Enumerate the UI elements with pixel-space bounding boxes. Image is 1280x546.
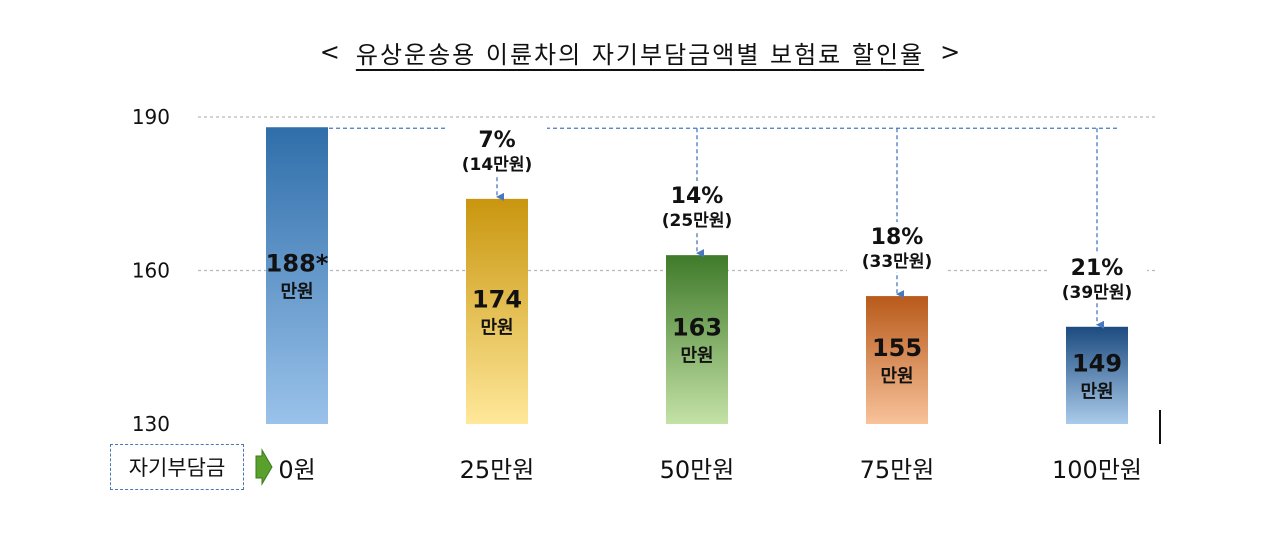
bar-value-label: 163 bbox=[672, 314, 722, 342]
bar-unit-label: 만원 bbox=[1080, 381, 1113, 402]
discount-percent-label: 18% bbox=[871, 225, 924, 250]
discount-label-bg bbox=[447, 124, 547, 175]
x-tick-label: 25만원 bbox=[460, 456, 535, 484]
bar-value-label: 149 bbox=[1072, 349, 1122, 377]
bar-unit-label: 만원 bbox=[880, 366, 913, 387]
bar bbox=[1066, 326, 1128, 424]
y-tick-label: 190 bbox=[132, 105, 170, 129]
x-tick-label: 100만원 bbox=[1052, 456, 1142, 484]
discount-percent-label: 7% bbox=[478, 128, 515, 153]
bar bbox=[466, 198, 528, 424]
discount-amount-label: (14만원) bbox=[462, 155, 532, 175]
title-left-bracket: < bbox=[319, 38, 340, 66]
x-tick-label: 0원 bbox=[278, 456, 315, 484]
bar-unit-label: 만원 bbox=[280, 282, 313, 303]
bar-unit-label: 만원 bbox=[480, 317, 513, 338]
discount-percent-label: 21% bbox=[1071, 256, 1124, 281]
bar-value-label: 155 bbox=[872, 334, 922, 362]
discount-percent-label: 14% bbox=[671, 184, 724, 209]
bar-value-label: 188* bbox=[266, 250, 329, 278]
chart-title: < 유상운송용 이륜차의 자기부담금액별 보험료 할인율 > bbox=[0, 30, 1280, 74]
discount-amount-label: (25만원) bbox=[662, 211, 732, 231]
pointer-arrow-icon bbox=[255, 448, 273, 486]
bar-unit-label: 만원 bbox=[680, 346, 713, 367]
bar bbox=[266, 127, 328, 424]
bar bbox=[666, 255, 728, 424]
discount-label-bg bbox=[647, 181, 747, 232]
title-text: 유상운송용 이륜차의 자기부담금액별 보험료 할인율 bbox=[355, 40, 925, 69]
bar-value-label: 174 bbox=[472, 285, 522, 313]
discount-amount-label: (33만원) bbox=[862, 252, 932, 272]
title-right-bracket: > bbox=[940, 38, 961, 66]
discount-label-bg bbox=[1047, 252, 1147, 303]
discount-amount-label: (39만원) bbox=[1062, 283, 1132, 303]
x-tick-label: 75만원 bbox=[860, 456, 935, 484]
category-axis-label: 자기부담금 bbox=[110, 444, 244, 490]
x-tick-label: 50만원 bbox=[660, 456, 735, 484]
y-tick-label: 160 bbox=[132, 259, 170, 283]
discount-label-bg bbox=[847, 222, 947, 273]
bar bbox=[866, 296, 928, 424]
y-tick-label: 130 bbox=[132, 412, 170, 436]
